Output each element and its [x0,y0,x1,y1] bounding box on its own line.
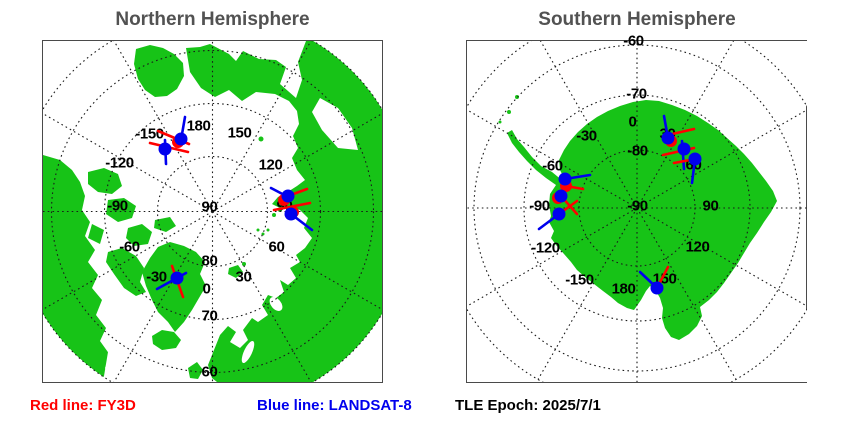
graticule-label: -120 [531,239,560,257]
graticule-label: -90 [107,197,128,215]
graticule-label: -30 [146,268,167,286]
land-arctic-islands [87,168,122,194]
land-islet [266,228,269,232]
graticule-label: -150 [135,125,164,143]
south-land-group [498,95,777,340]
land-antarctica [506,100,777,340]
land-islet [506,110,511,114]
graticule-label: 90 [702,197,719,215]
graticule-label: -60 [542,157,563,175]
land-arctic-islands [105,198,136,222]
graticule-label: -150 [565,271,594,289]
graticule [466,41,807,382]
graticule-label: -30 [576,127,597,145]
graticule-label: 180 [611,280,636,298]
sea-white-sea [269,297,282,311]
land-iceland [151,330,181,350]
graticule-label: 120 [685,238,710,256]
north-land-group [42,41,382,382]
sea-okhotsk-notch [311,98,358,150]
land-canada [42,155,112,382]
graticule-label: 180 [186,117,211,135]
legend-red-fy3d: Red line: FY3D [30,397,136,414]
graticule-label: 30 [235,268,252,286]
graticule-label: 0 [628,113,637,131]
graticule [42,41,382,382]
land-islet [256,228,259,232]
south-hemisphere-map: -60 -70 0 -30 30 -80 60 -60 -90 90 -90 -120 120 -150 1… [465,34,807,383]
north-hemisphere-title: Northern Hemisphere [115,9,310,30]
graticule-label: 120 [258,156,283,174]
south-hemisphere-title: Southern Hemisphere [538,9,736,30]
graticule-label: -90 [627,197,648,215]
sea-hudson-bay [102,330,140,382]
latitude-ring [103,102,321,321]
graticule-label: 70 [201,307,218,325]
land-svalbard [227,265,243,278]
graticule-label: -120 [105,154,134,172]
latitude-ring [50,49,374,374]
graticule-label: 150 [227,124,252,142]
graticule-label: 150 [652,270,677,288]
land-greenland [141,242,206,332]
latitude-ring [156,155,268,268]
graticule-label: 80 [201,252,218,270]
land-islet [241,262,246,266]
tle-epoch-label: TLE Epoch: 2025/7/1 [455,397,601,414]
graticule-label: 90 [276,197,293,215]
graticule-label: -60 [623,32,644,50]
graticule-label: 30 [659,125,676,143]
graticule-label: 60 [685,156,702,174]
land-arctic-islands [87,224,104,244]
latitude-ring [522,94,751,322]
graticule-label: -70 [626,85,647,103]
graticule-label: 90 [201,198,218,216]
graticule-label: -90 [529,197,550,215]
land-islet [514,95,519,99]
land-britain [187,362,203,379]
legend-blue-landsat8: Blue line: LANDSAT-8 [257,397,412,414]
north-hemisphere-map: 180 -150 150 -120 120 -90 90 -60 60 -30 30 0 90 80 70 6… [41,40,383,383]
sea-bothnia [241,340,254,364]
graticule-label: 60 [201,363,218,381]
land-islet [498,120,501,124]
land-alaska [133,45,184,97]
north-map-svg [42,41,382,382]
south-map-svg [466,41,807,382]
land-islet [271,213,276,217]
latitude-ring [472,44,801,372]
graticule-label: -80 [627,142,648,160]
graticule-label: 60 [268,238,285,256]
land-arctic-islands [125,224,152,246]
land-ellesmere [153,217,176,232]
land-wrangel [258,136,263,142]
graticule-label: -60 [119,238,140,256]
graticule-label: 0 [202,280,211,298]
